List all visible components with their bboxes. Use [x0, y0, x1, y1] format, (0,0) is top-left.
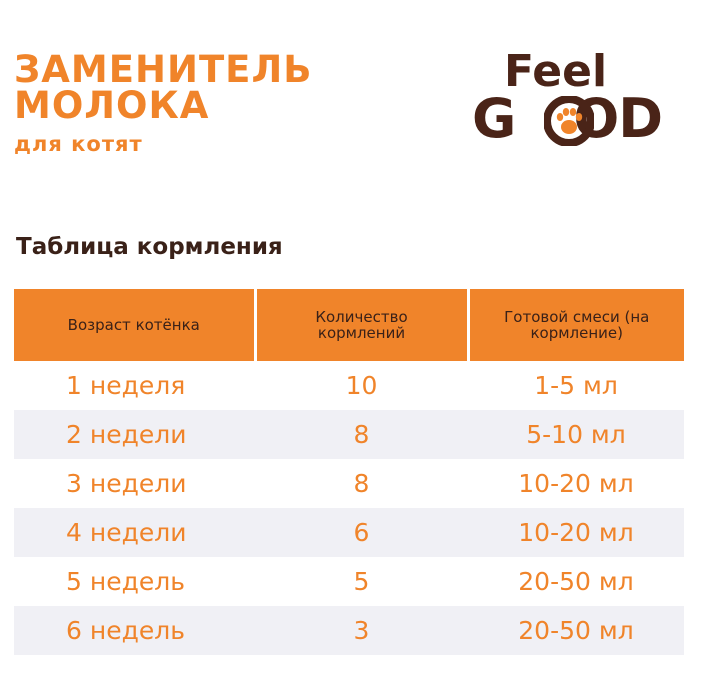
cell-mixture: 10-20 мл [468, 459, 684, 508]
product-subtitle: для котят [14, 132, 143, 156]
table-title: Таблица кормления [16, 234, 283, 260]
cell-age: 4 недели [14, 508, 255, 557]
cell-age: 3 недели [14, 459, 255, 508]
cell-feedings: 10 [255, 361, 468, 410]
cell-mixture: 20-50 мл [468, 557, 684, 606]
table-row: 2 недели 8 5-10 мл [14, 410, 684, 459]
cell-feedings: 8 [255, 410, 468, 459]
table-row: 6 недель 3 20-50 мл [14, 606, 684, 655]
cell-feedings: 5 [255, 557, 468, 606]
product-title-block: ЗАМЕНИТЕЛЬ МОЛОКА для котят [14, 48, 313, 156]
table-row: 1 неделя 10 1-5 мл [14, 361, 684, 410]
product-title-line-1: ЗАМЕНИТЕЛЬ [14, 48, 313, 91]
table-row: 4 недели 6 10-20 мл [14, 508, 684, 557]
cell-mixture: 10-20 мл [468, 508, 684, 557]
cell-feedings: 3 [255, 606, 468, 655]
feeding-table: Возраст котёнка Количество кормлений Гот… [14, 289, 684, 655]
logo-word-feel: Feel [504, 46, 608, 97]
cell-age: 2 недели [14, 410, 255, 459]
product-title-line-2: МОЛОКА [14, 84, 210, 127]
cell-mixture: 1-5 мл [468, 361, 684, 410]
cell-mixture: 5-10 мл [468, 410, 684, 459]
cell-age: 1 неделя [14, 361, 255, 410]
table-row: 3 недели 8 10-20 мл [14, 459, 684, 508]
paw-icon [544, 96, 594, 146]
cell-feedings: 8 [255, 459, 468, 508]
cell-mixture: 20-50 мл [468, 606, 684, 655]
header-feedings: Количество кормлений [255, 289, 470, 361]
cell-age: 5 недель [14, 557, 255, 606]
logo-good-first-letter: G [472, 87, 516, 150]
cell-age: 6 недель [14, 606, 255, 655]
brand-logo: Feel G OD [470, 50, 690, 150]
cell-feedings: 6 [255, 508, 468, 557]
header-age: Возраст котёнка [14, 289, 257, 361]
header-mixture: Готовой смеси (на кормление) [468, 289, 684, 361]
table-row: 5 недель 5 20-50 мл [14, 557, 684, 606]
table-header-row: Возраст котёнка Количество кормлений Гот… [14, 289, 684, 361]
